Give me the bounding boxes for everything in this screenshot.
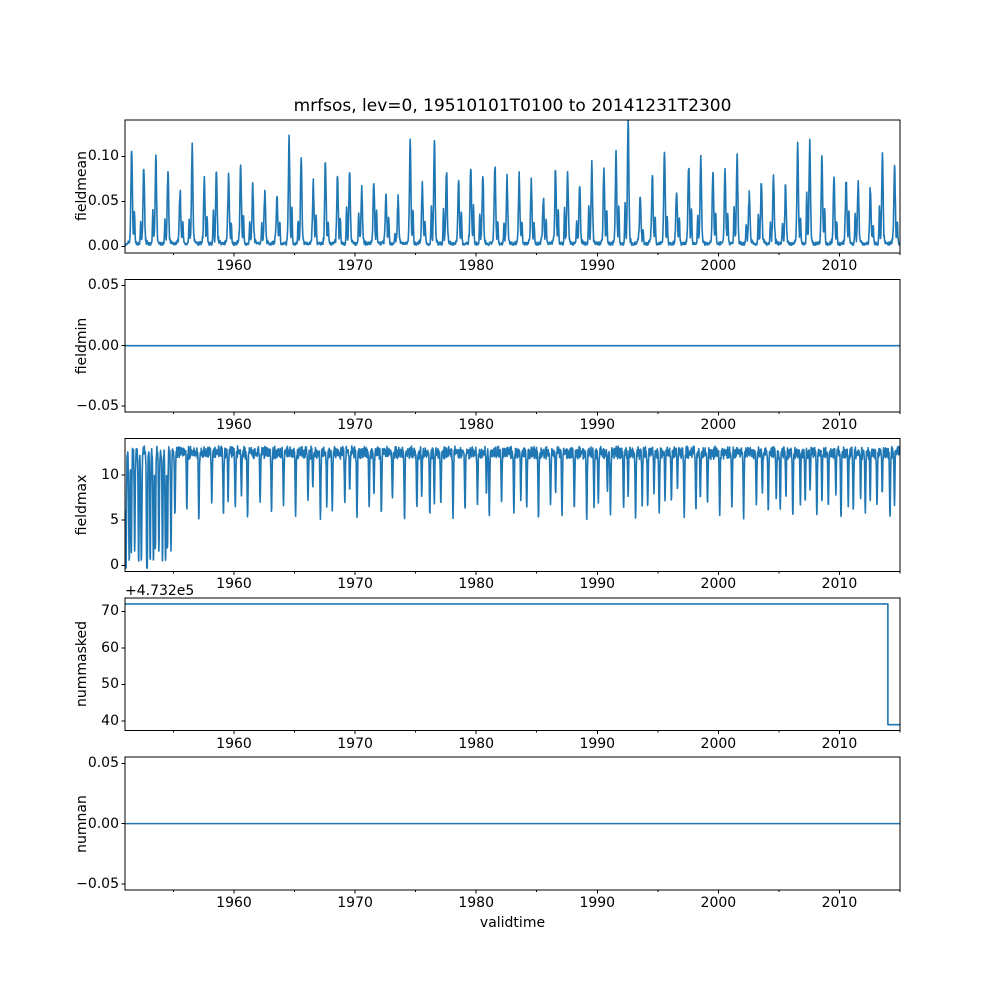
series-line-fieldmean [125, 120, 900, 247]
x-tick-label: 2000 [700, 895, 737, 911]
x-axis-label: validtime [479, 915, 546, 931]
x-ticks-fieldmax [172, 571, 901, 575]
y-tick-label: 0 [110, 557, 119, 574]
series-line-fieldmax [125, 445, 900, 569]
x-tick-label: 2000 [700, 576, 737, 593]
axes-border-fieldmax [124, 438, 901, 572]
x-ticks-nummasked [172, 730, 901, 735]
x-tick-label: 2010 [821, 257, 858, 274]
y-tick-label: −0.05 [76, 398, 119, 415]
x-tick-label: 1960 [216, 895, 252, 911]
y-tick-label: 0.05 [87, 193, 119, 210]
x-tick-label: 2010 [821, 576, 858, 593]
y-tick-label: 0.00 [87, 815, 119, 832]
x-ticks-fieldmin [172, 412, 901, 416]
x-ticks-numnan [172, 890, 901, 894]
x-tick-label: 1960 [216, 576, 252, 593]
x-tick-label: 1970 [337, 895, 373, 911]
x-tick-label: 2000 [700, 417, 737, 434]
x-tick-label: 2000 [700, 257, 737, 274]
x-tick-label: 1990 [579, 735, 616, 752]
axes-border-nummasked [124, 597, 901, 732]
y-axis-label-nummasked: nummasked [74, 621, 90, 708]
y-tick-label: 0.05 [87, 755, 119, 772]
x-tick-label: 1980 [458, 417, 494, 434]
x-tick-label: 1970 [337, 576, 373, 593]
y-tick-label: 10 [101, 467, 119, 484]
y-tick-label: 5 [110, 512, 119, 529]
x-tick-label: 1970 [337, 257, 373, 274]
y-tick-label: 0.00 [87, 238, 119, 255]
x-tick-label: 1960 [216, 257, 252, 274]
x-tick-label: 2000 [700, 735, 737, 752]
figure-title: mrfsos, lev=0, 19510101T0100 to 20141231… [293, 96, 732, 116]
x-tick-label: 1970 [337, 417, 373, 434]
y-tick-label: 0.00 [87, 337, 119, 354]
y-ticks-fieldmin [121, 284, 125, 407]
x-tick-label: 1980 [458, 735, 494, 752]
x-tick-label: 2010 [821, 417, 858, 434]
x-tick-label: 2010 [821, 895, 858, 911]
y-ticks-nummasked [121, 610, 125, 722]
y-tick-label: 40 [101, 712, 119, 729]
y-ticks-numnan [121, 762, 125, 885]
y-tick-label: 50 [101, 676, 119, 693]
y-tick-label: 0.10 [87, 148, 119, 165]
x-tick-label: 1960 [216, 735, 252, 752]
y-tick-label: 60 [101, 639, 119, 656]
x-tick-label: 1990 [579, 257, 616, 274]
y-ticks-fieldmean [121, 155, 125, 247]
series-line-nummasked [125, 603, 900, 726]
x-tick-label: 1990 [579, 895, 616, 911]
y-tick-label: −0.05 [76, 875, 119, 892]
x-tick-label: 1970 [337, 735, 373, 752]
x-tick-label: 1980 [458, 257, 494, 274]
x-tick-label: 1990 [579, 417, 616, 434]
y-ticks-fieldmax [121, 474, 125, 566]
x-tick-label: 1990 [579, 576, 616, 593]
x-tick-label: 1980 [458, 895, 494, 911]
x-tick-label: 2010 [821, 735, 858, 752]
x-tick-label: 1960 [216, 417, 252, 434]
x-tick-label: 1980 [458, 576, 494, 593]
y-tick-label: 70 [101, 603, 119, 620]
y-tick-label: 0.05 [87, 277, 119, 294]
y-axis-offset-text: +4.732e5 [125, 583, 195, 599]
x-ticks-fieldmean [172, 252, 901, 257]
axes-border-fieldmean [124, 119, 901, 254]
